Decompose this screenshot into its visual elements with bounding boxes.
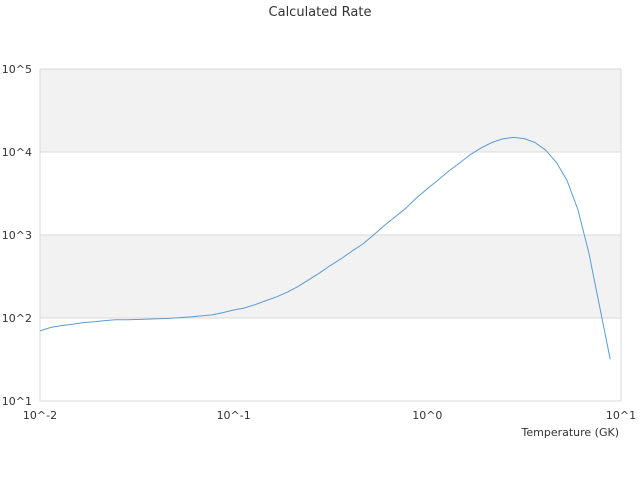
y-tick-label: 10^2 [2,312,32,325]
x-tick-label: 10^-1 [217,409,251,422]
rate-line [39,136,611,360]
y-tick-label: 10^5 [2,63,32,76]
grid-band [40,318,621,401]
grid-band [40,152,621,235]
grid-band [40,69,621,152]
x-tick-label: 10^0 [412,409,442,422]
y-tick-label: 10^4 [2,146,32,159]
x-axis-title: Temperature (GK) [521,426,620,439]
grid-band [40,235,621,318]
grid-bands [40,69,621,401]
x-axis-ticks: 10^-2 10^-1 10^0 10^1 [23,409,636,422]
y-tick-label: 10^3 [2,229,32,242]
plot-area [39,136,611,360]
chart-title: Calculated Rate [269,5,372,20]
gridlines [39,68,622,402]
x-tick-label: 10^1 [606,409,636,422]
x-tick-label: 10^-2 [23,409,57,422]
y-axis-ticks: 10^1 10^2 10^3 10^4 10^5 [2,63,32,408]
y-tick-label: 10^1 [2,395,32,408]
